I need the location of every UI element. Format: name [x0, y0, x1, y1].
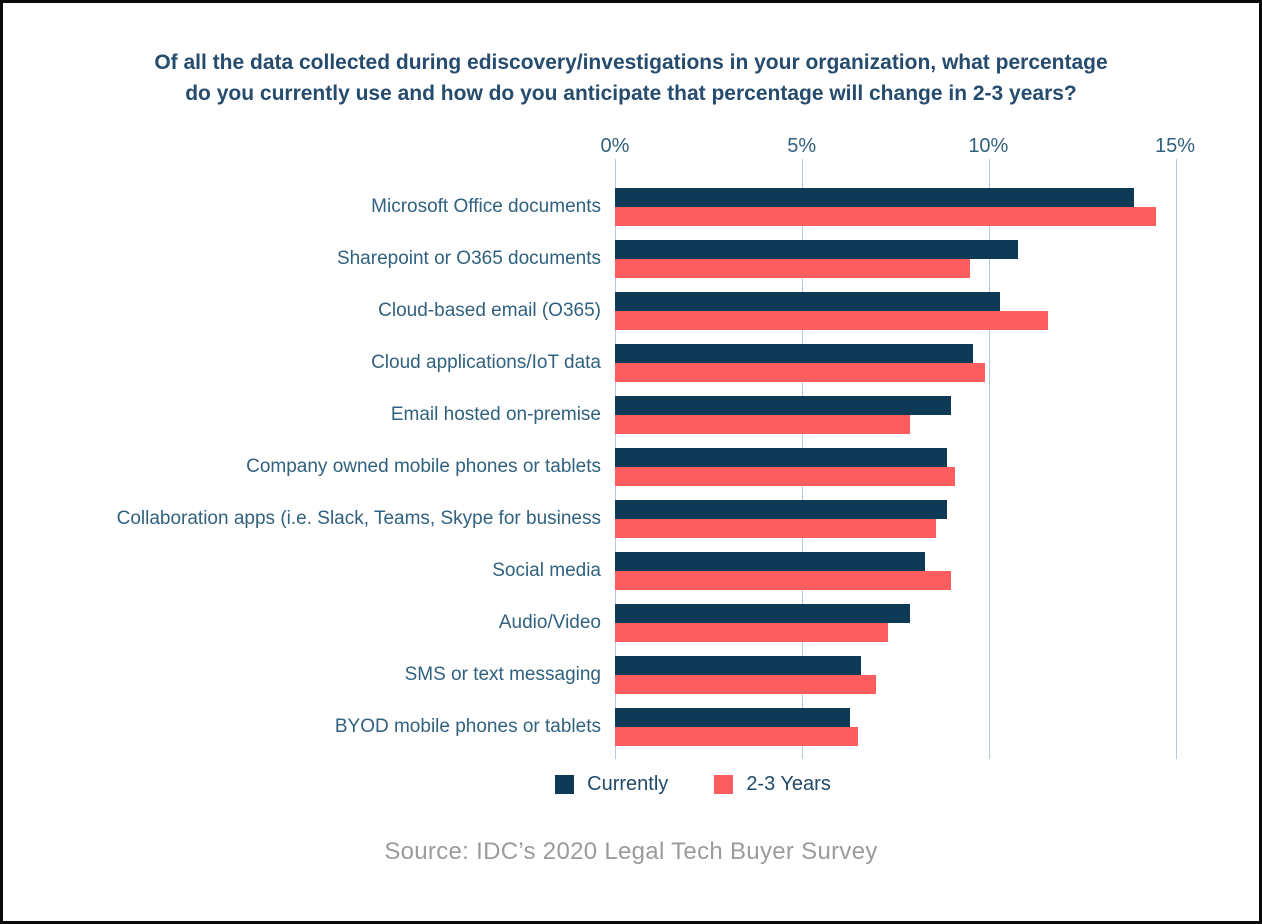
bar-group [615, 604, 1175, 642]
category-row: Company owned mobile phones or tablets [3, 441, 1259, 493]
bar-group [615, 240, 1175, 278]
bar-group [615, 656, 1175, 694]
bar-currently [615, 448, 948, 467]
legend-item-2-3-years: 2-3 Years [714, 773, 831, 796]
category-label: Cloud-based email (O365) [378, 300, 601, 321]
category-row: BYOD mobile phones or tablets [3, 701, 1259, 753]
category-label: BYOD mobile phones or tablets [334, 716, 601, 737]
category-row: Microsoft Office documents [3, 181, 1259, 233]
legend-label-2-3-years: 2-3 Years [746, 773, 831, 795]
bar-group [615, 292, 1175, 330]
bar-currently [615, 292, 1000, 311]
category-row: Cloud-based email (O365) [3, 285, 1259, 337]
category-label: Collaboration apps (i.e. Slack, Teams, S… [116, 508, 601, 529]
x-axis: 0% 5% 10% 15% [601, 135, 1195, 159]
bar-currently [615, 344, 974, 363]
category-label: Social media [492, 560, 601, 581]
bar-2-3-years [615, 415, 910, 434]
bar-currently [615, 396, 951, 415]
bar-2-3-years [615, 675, 877, 694]
bar-2-3-years [615, 363, 985, 382]
category-row: SMS or text messaging [3, 649, 1259, 701]
bar-group [615, 552, 1175, 590]
category-row: Social media [3, 545, 1259, 597]
bar-currently [615, 656, 862, 675]
chart-title-line-2: do you currently use and how do you anti… [185, 82, 1077, 105]
bar-2-3-years [615, 207, 1157, 226]
category-label: Email hosted on-premise [390, 404, 601, 425]
bar-currently [615, 188, 1134, 207]
plot-area: Microsoft Office documents Sharepoint or … [3, 159, 1259, 759]
bar-2-3-years [615, 727, 858, 746]
bar-group [615, 708, 1175, 746]
x-axis-tick-10: 10% [968, 135, 1009, 157]
category-label: Company owned mobile phones or tablets [246, 456, 601, 477]
x-axis-tick-0: 0% [600, 135, 630, 157]
category-row: Audio/Video [3, 597, 1259, 649]
legend: Currently 2-3 Years [65, 773, 1262, 796]
bar-2-3-years [615, 467, 955, 486]
rows: Microsoft Office documents Sharepoint or … [3, 165, 1259, 759]
category-row: Email hosted on-premise [3, 389, 1259, 441]
legend-swatch-2-3-years [714, 775, 734, 794]
bar-group [615, 448, 1175, 486]
category-label: SMS or text messaging [404, 664, 601, 685]
chart-title-line-1: Of all the data collected during ediscov… [154, 51, 1108, 74]
legend-item-currently: Currently [555, 773, 668, 796]
chart-title: Of all the data collected during ediscov… [56, 47, 1206, 109]
legend-swatch-currently [555, 775, 575, 794]
bar-group [615, 500, 1175, 538]
source-text: Source: IDC’s 2020 Legal Tech Buyer Surv… [384, 838, 878, 865]
bar-group [615, 188, 1175, 226]
x-axis-tick-5: 5% [787, 135, 817, 157]
bar-currently [615, 240, 1019, 259]
bar-group [615, 344, 1175, 382]
category-label: Sharepoint or O365 documents [336, 248, 601, 269]
bar-currently [615, 708, 851, 727]
category-label: Microsoft Office documents [371, 196, 601, 217]
bar-2-3-years [615, 519, 937, 538]
category-label: Audio/Video [498, 612, 601, 633]
category-row: Sharepoint or O365 documents [3, 233, 1259, 285]
bar-2-3-years [615, 311, 1049, 330]
category-label: Cloud applications/IoT data [371, 352, 601, 373]
category-row: Collaboration apps (i.e. Slack, Teams, S… [3, 493, 1259, 545]
bar-currently [615, 500, 948, 519]
x-axis-tick-15: 15% [1154, 135, 1196, 157]
bar-2-3-years [615, 259, 970, 278]
bar-group [615, 396, 1175, 434]
category-row: Cloud applications/IoT data [3, 337, 1259, 389]
grouped-bar-chart: 0% 5% 10% 15% Microsoft Office documents… [3, 135, 1259, 759]
bar-2-3-years [615, 623, 888, 642]
bar-2-3-years [615, 571, 951, 590]
bar-currently [615, 604, 910, 623]
legend-label-currently: Currently [587, 773, 669, 795]
bar-currently [615, 552, 925, 571]
